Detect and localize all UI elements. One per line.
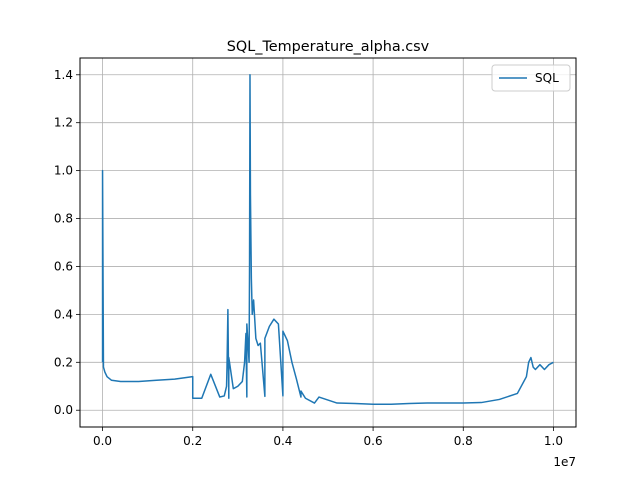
x-tick-label: 0.8: [454, 434, 473, 448]
x-tick-label: 0.0: [93, 434, 112, 448]
y-tick-label: 0.8: [54, 212, 73, 226]
plot-area: [101, 74, 554, 405]
y-tick-label: 0.4: [54, 307, 73, 321]
series-line-sql: [101, 74, 554, 405]
x-tick-label: 1.0: [544, 434, 563, 448]
y-tick-label: 1.2: [54, 116, 73, 130]
legend-label-sql: SQL: [535, 71, 559, 85]
y-tick-label: 1.4: [54, 68, 73, 82]
chart-title: SQL_Temperature_alpha.csv: [227, 39, 430, 55]
x-tick-label: 0.4: [273, 434, 292, 448]
legend-box: [491, 64, 571, 92]
y-tick-label: 0.0: [54, 403, 73, 417]
x-tick-label: 0.6: [364, 434, 383, 448]
legend: SQL: [491, 64, 571, 92]
x-offset-label: 1e7: [553, 455, 576, 469]
x-tick-label: 0.2: [183, 434, 202, 448]
grid: [80, 58, 576, 427]
y-tick-label: 1.0: [54, 164, 73, 178]
axes-frame: [79, 57, 577, 428]
y-tick-label: 0.2: [54, 355, 73, 369]
axis-ticks: 0.0 0.2 0.4 0.6 0.8 1.0 0.0 0.2 0.4 0.6 0.8 1.0 1.2 1…: [54, 68, 563, 448]
y-tick-label: 0.6: [54, 259, 73, 273]
